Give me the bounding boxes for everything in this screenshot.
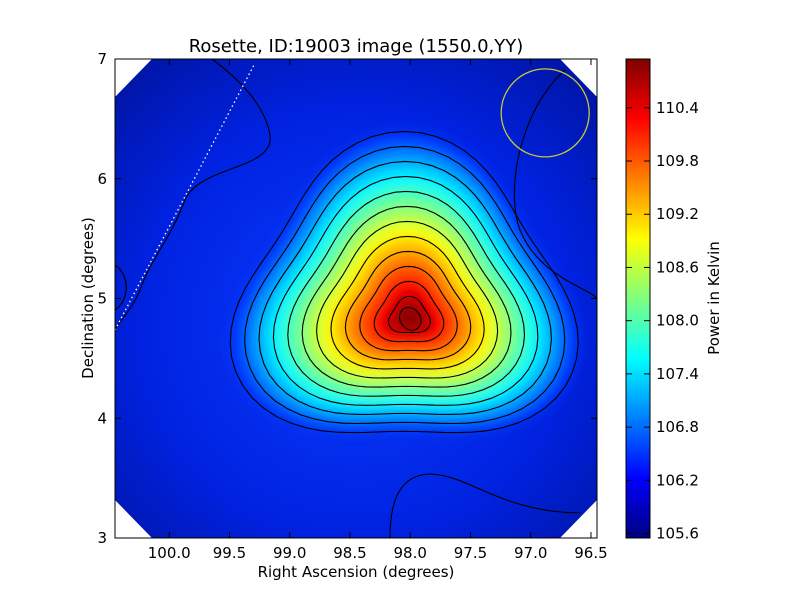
contour-line (344, 250, 472, 361)
colorbar: 105.6 106.2 106.8 107.4 108.0 108.6 109.2 109.8… (625, 58, 723, 543)
colorbar-tick-label: 107.4 (656, 365, 699, 383)
y-tick-label: 5 (97, 290, 107, 308)
outer-contour-edge (115, 264, 127, 311)
x-tick-label: 97.0 (514, 544, 547, 562)
colorbar-tick-label: 109.2 (656, 205, 699, 223)
beam-circle (500, 68, 590, 158)
x-tick-label: 100.0 (148, 544, 191, 562)
contour-line (316, 220, 499, 379)
colorbar-tick-label: 108.6 (656, 258, 699, 276)
contour-line (272, 175, 539, 406)
contour-line (330, 235, 485, 370)
colorbar-gradient (625, 58, 651, 539)
x-tick-label: 97.5 (454, 544, 487, 562)
y-tick-label: 3 (97, 529, 107, 547)
x-tick-label: 98.0 (394, 544, 427, 562)
x-axis: 100.0 99.5 99.0 98.5 98.0 97.5 97.0 96.5 (148, 59, 608, 562)
x-tick-label: 99.0 (273, 544, 306, 562)
contour-line (258, 160, 552, 415)
galactic-plane-line (115, 62, 256, 331)
colorbar-tick-label: 105.6 (656, 525, 699, 543)
colorbar-tick-label: 109.8 (656, 152, 699, 170)
colorbar-tick-label: 108.0 (656, 312, 699, 330)
contour-line (244, 145, 566, 425)
colorbar-label: Power in Kelvin (705, 241, 723, 355)
y-tick-label: 7 (97, 50, 107, 68)
outer-contour-bottom (389, 473, 581, 538)
chart-title: Rosette, ID:19003 image (1550.0,YY) (189, 36, 524, 57)
contour-line (287, 190, 526, 397)
x-axis-label: Right Ascension (degrees) (258, 563, 455, 581)
x-tick-label: 98.5 (333, 544, 366, 562)
y-tick-label: 4 (97, 409, 107, 427)
contour-line (229, 130, 579, 434)
x-tick-label: 99.5 (213, 544, 246, 562)
x-tick-label: 96.5 (574, 544, 607, 562)
contour-line (301, 205, 512, 388)
y-tick-label: 6 (97, 170, 107, 188)
y-axis: 3 4 5 6 7 (97, 50, 597, 547)
colorbar-tick-label: 110.4 (656, 99, 699, 117)
contour-line (373, 280, 445, 343)
plot-area (115, 59, 597, 538)
colorbar-tick-label: 106.2 (656, 471, 699, 489)
outer-contour-right (513, 69, 597, 301)
contour-lines (229, 130, 579, 434)
colorbar-tick-label: 106.8 (656, 418, 699, 436)
y-axis-label: Declination (degrees) (79, 217, 97, 379)
contour-line (359, 265, 458, 352)
colorbar-ticks: 105.6 106.2 106.8 107.4 108.0 108.6 109.2 109.8… (626, 99, 699, 543)
outer-contour-left (115, 59, 271, 331)
contour-line (388, 295, 431, 334)
peak-contour (398, 306, 422, 331)
